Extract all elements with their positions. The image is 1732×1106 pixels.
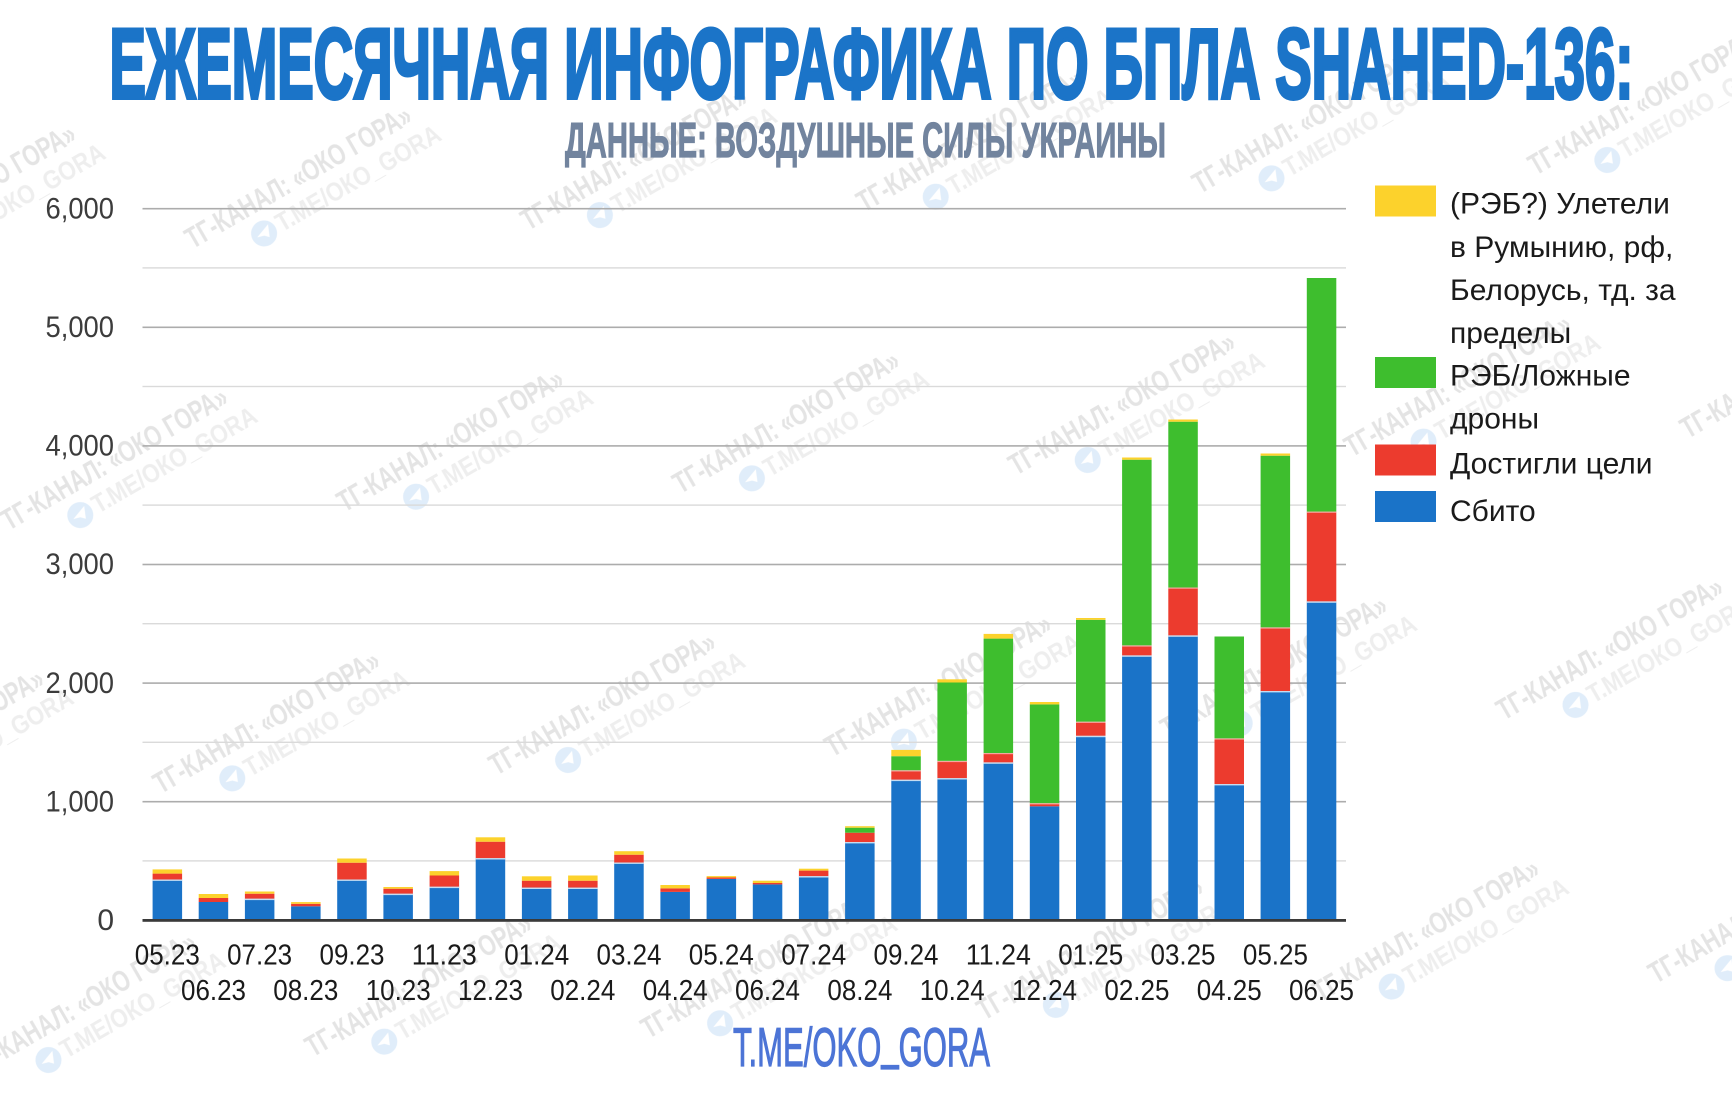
svg-text:12.23: 12.23 [458, 975, 523, 1007]
svg-text:Достигли цели: Достигли цели [1450, 448, 1653, 481]
svg-text:Белорусь, тд. за: Белорусь, тд. за [1450, 274, 1676, 307]
svg-text:ЕЖЕМЕСЯЧНАЯ ИНФОГРАФИКА ПО БПЛ: ЕЖЕМЕСЯЧНАЯ ИНФОГРАФИКА ПО БПЛА SHAHED-1… [110, 8, 1634, 119]
svg-text:02.25: 02.25 [1104, 975, 1169, 1007]
svg-text:06.25: 06.25 [1289, 975, 1354, 1007]
svg-text:(РЭБ?) Улетели: (РЭБ?) Улетели [1450, 188, 1670, 221]
svg-text:11.23: 11.23 [412, 940, 477, 972]
svg-text:06.23: 06.23 [181, 975, 246, 1007]
svg-text:12.24: 12.24 [1012, 975, 1077, 1007]
svg-text:11.24: 11.24 [966, 940, 1031, 972]
svg-text:03.25: 03.25 [1151, 940, 1216, 972]
svg-text:6,000: 6,000 [46, 192, 115, 225]
svg-text:в Румынию, рф,: в Румынию, рф, [1450, 231, 1673, 264]
svg-text:09.24: 09.24 [874, 940, 939, 972]
svg-text:дроны: дроны [1450, 403, 1539, 436]
svg-text:T.ME/OKO_GORA: T.ME/OKO_GORA [733, 1008, 990, 1078]
svg-text:ДАННЫЕ: ВОЗДУШНЫЕ СИЛЫ УКРАИНЫ: ДАННЫЕ: ВОЗДУШНЫЕ СИЛЫ УКРАИНЫ [565, 114, 1166, 168]
svg-text:06.24: 06.24 [735, 975, 800, 1007]
svg-text:08.23: 08.23 [273, 975, 338, 1007]
svg-text:10.24: 10.24 [920, 975, 985, 1007]
svg-text:4,000: 4,000 [46, 430, 115, 463]
svg-text:05.24: 05.24 [689, 940, 754, 972]
svg-text:2,000: 2,000 [46, 667, 115, 700]
svg-text:07.24: 07.24 [781, 940, 846, 972]
svg-text:5,000: 5,000 [46, 311, 115, 344]
svg-text:пределы: пределы [1450, 317, 1571, 350]
svg-text:04.25: 04.25 [1197, 975, 1262, 1007]
svg-text:РЭБ/Ложные: РЭБ/Ложные [1450, 360, 1631, 393]
svg-text:07.23: 07.23 [227, 940, 292, 972]
svg-text:0: 0 [97, 904, 114, 937]
svg-text:05.23: 05.23 [135, 940, 200, 972]
svg-text:1,000: 1,000 [46, 785, 115, 818]
svg-text:01.24: 01.24 [504, 940, 569, 972]
svg-text:04.24: 04.24 [643, 975, 708, 1007]
svg-text:08.24: 08.24 [827, 975, 892, 1007]
svg-text:02.24: 02.24 [550, 975, 615, 1007]
svg-text:09.23: 09.23 [320, 940, 385, 972]
svg-text:03.24: 03.24 [597, 940, 662, 972]
svg-text:01.25: 01.25 [1058, 940, 1123, 972]
svg-text:05.25: 05.25 [1243, 940, 1308, 972]
svg-text:10.23: 10.23 [366, 975, 431, 1007]
svg-text:Сбито: Сбито [1450, 495, 1536, 528]
svg-text:3,000: 3,000 [46, 548, 115, 581]
